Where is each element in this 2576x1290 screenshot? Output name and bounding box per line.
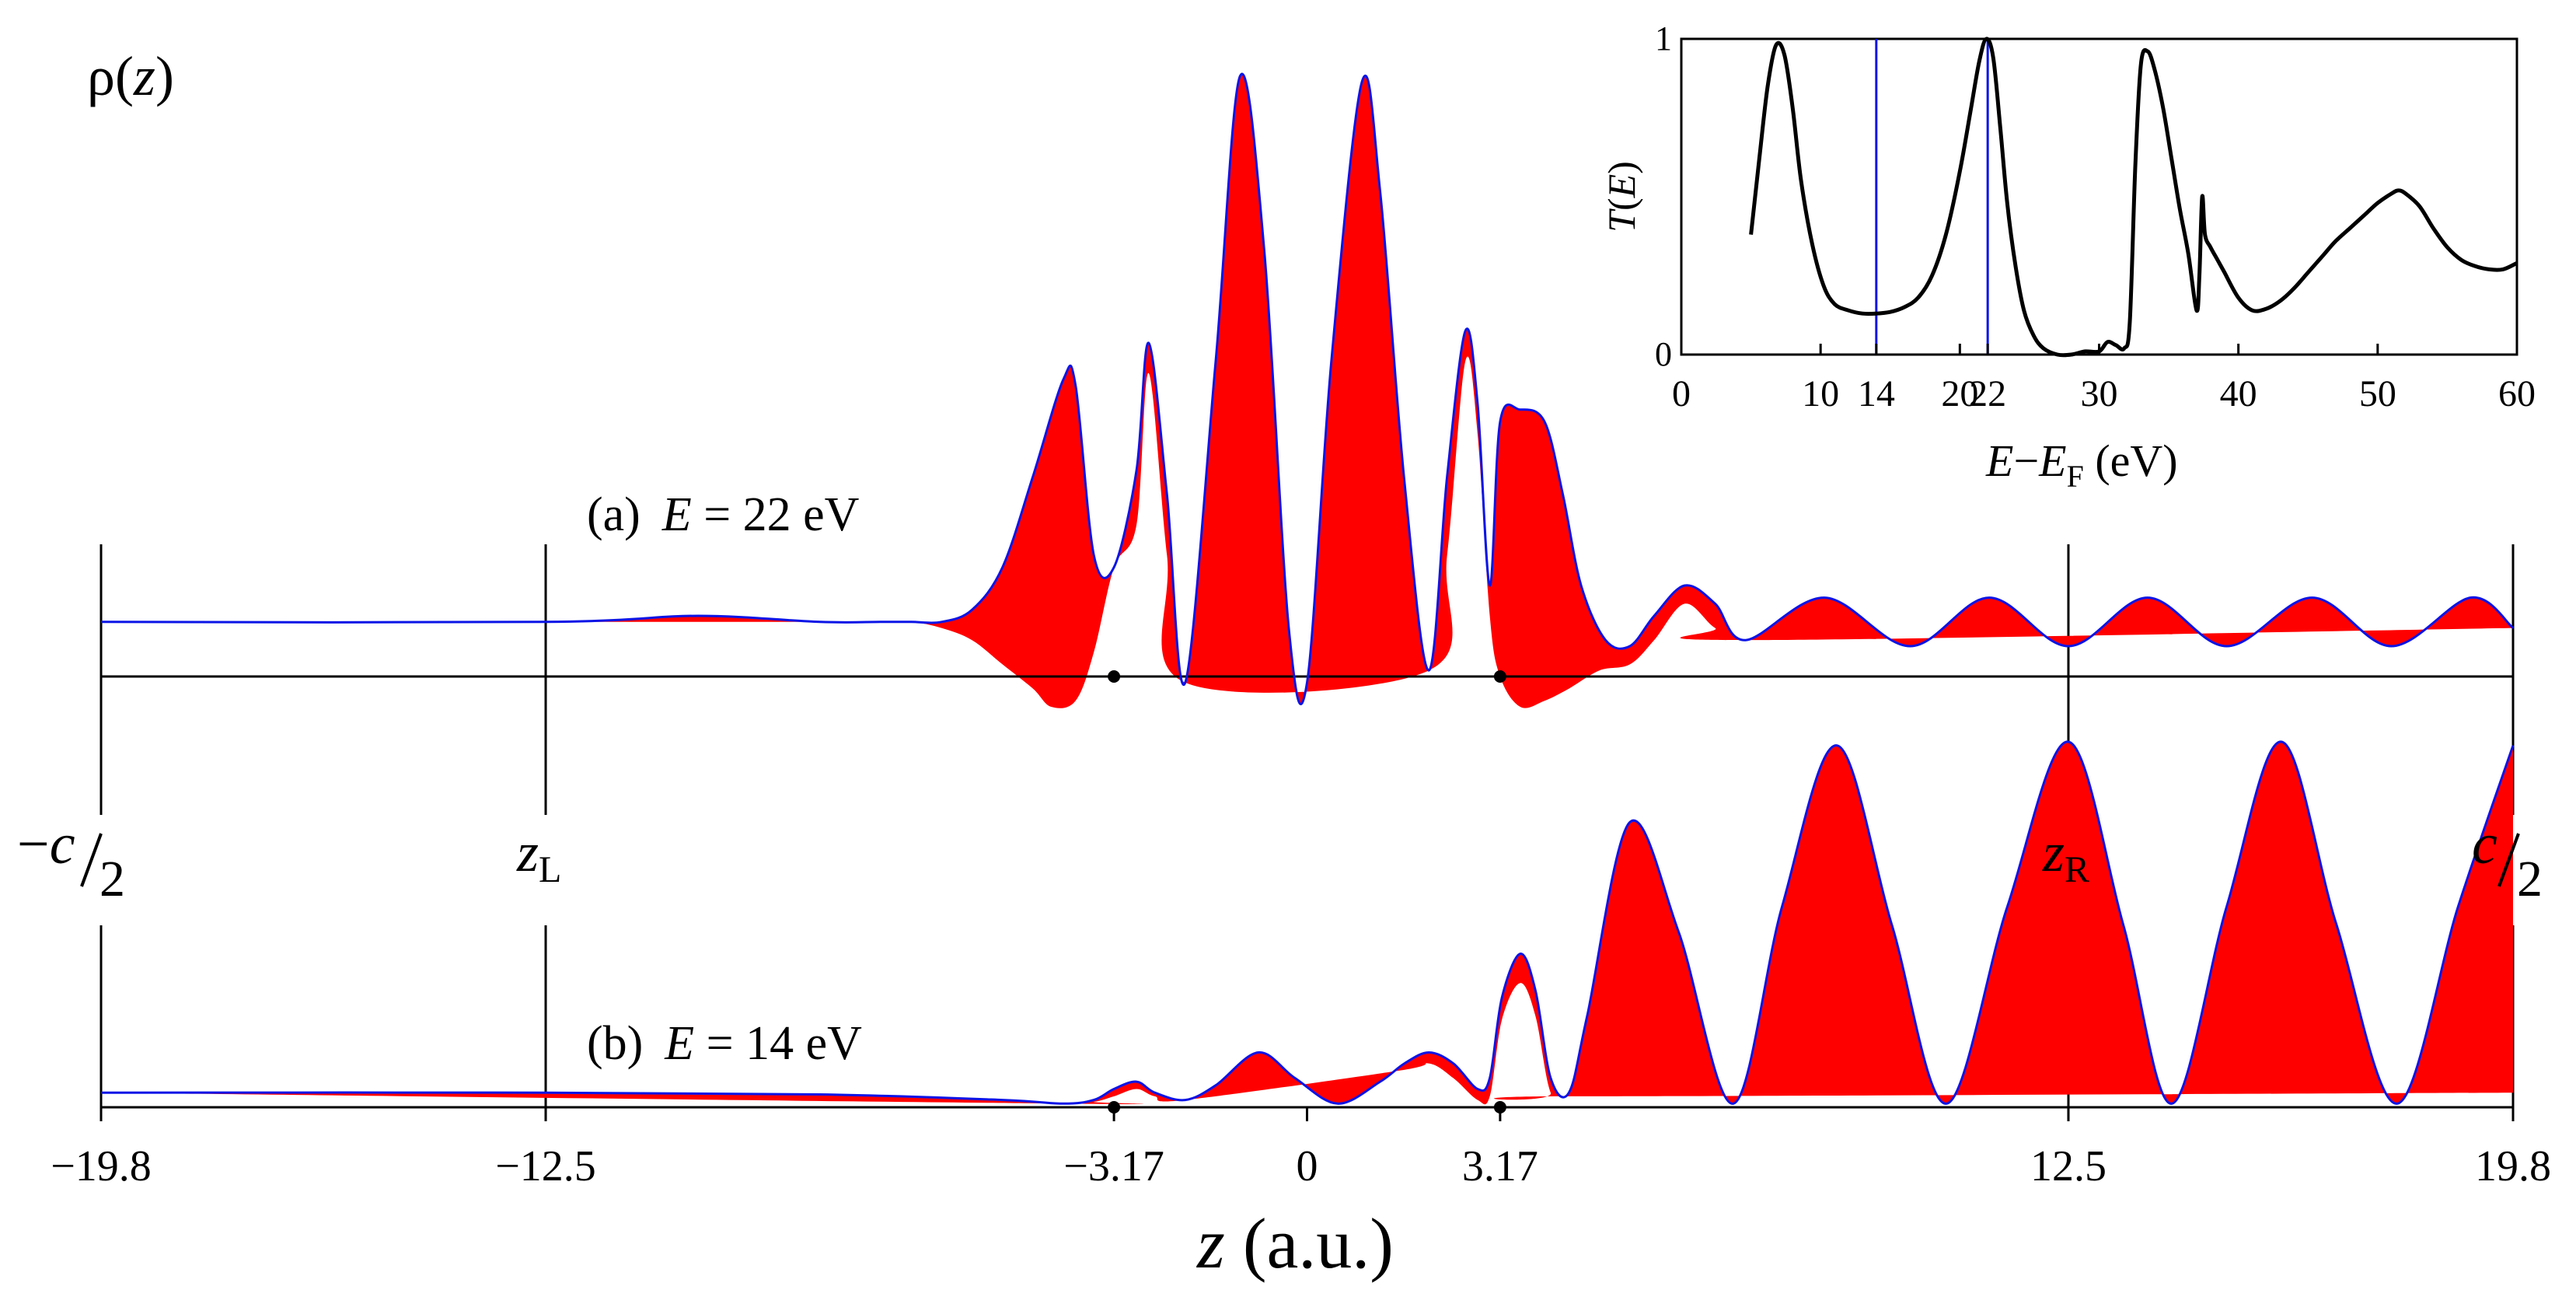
density-rho: ρ	[87, 45, 115, 107]
x-tick-label-2: −3.17	[1063, 1142, 1164, 1190]
inset-x-tick-label-0: 0	[1672, 373, 1691, 414]
inset-x-tick-label-2: 14	[1858, 373, 1895, 414]
inset-x-tick-label-3: 20	[1941, 373, 1978, 414]
x-tick-label-5: 12.5	[2030, 1142, 2107, 1190]
panel-a-value: = 22 eV	[692, 488, 860, 541]
inset-y-label: T(E)	[1600, 161, 1643, 232]
edge-label-right: c 2	[2472, 813, 2543, 907]
density-label: ρ(z)	[87, 45, 174, 107]
inset-y-close: )	[1600, 161, 1643, 174]
x-axis-label: z (a.u.)	[1196, 1204, 1394, 1283]
x-tick-label-4: 3.17	[1462, 1142, 1538, 1190]
panel-a-atom-dot-left	[1108, 670, 1121, 683]
x-axis-unit: (a.u.)	[1225, 1204, 1394, 1283]
inset-x-tick-label-7: 50	[2359, 373, 2396, 414]
edge-right-denominator: 2	[2517, 851, 2543, 907]
x-tick-label-3: 0	[1297, 1142, 1318, 1190]
edge-left-sign: −	[17, 813, 50, 876]
edge-right-slash	[2497, 833, 2520, 887]
edge-left-numerator: −c	[17, 813, 75, 876]
inset-y-T: T	[1600, 208, 1643, 232]
inset-y-tick-label-1: 1	[1655, 19, 1672, 58]
inset-x-label: E−EF (eV)	[1985, 435, 2178, 494]
inset-x-tick-label-4: 22	[1969, 373, 2006, 414]
edge-left-c: c	[50, 813, 75, 876]
edge-right-c: c	[2472, 813, 2497, 876]
x-axis-var: z	[1196, 1204, 1225, 1283]
zr-label: zR	[2042, 821, 2089, 890]
inset-te-curve	[1749, 37, 2518, 358]
zl-sub: L	[539, 849, 561, 890]
inset-x-tick-label-6: 40	[2220, 373, 2257, 414]
x-tick-label-0: −19.8	[51, 1142, 152, 1190]
panel-a-var: E	[661, 488, 692, 541]
panel-b-tag: (b)	[587, 1017, 643, 1070]
panel-b-blue-curve	[100, 740, 2515, 1105]
density-var: z	[133, 45, 155, 107]
inset-x-EF: E	[2038, 435, 2066, 486]
edge-label-left: −c 2	[17, 813, 125, 907]
panel-b-label: (b) E = 14 eV	[587, 1017, 862, 1070]
panel-b-red-fill	[101, 741, 2513, 1105]
zr-sub: R	[2065, 849, 2089, 890]
inset-x-unit: (eV)	[2084, 435, 2178, 486]
zl-label: zL	[516, 821, 561, 890]
inset-y-E: E	[1600, 174, 1643, 199]
panel-a-atom-dot-right	[1493, 670, 1506, 683]
inset-x-tick-label-8: 60	[2498, 373, 2536, 414]
density-close-paren: )	[155, 45, 174, 107]
inset-x-E: E	[1985, 435, 2013, 486]
edge-left-denominator: 2	[99, 851, 125, 907]
panel-a: (a) E = 22 eV	[100, 72, 2514, 708]
inset-x-tick-label-5: 30	[2081, 373, 2118, 414]
inset-x-minus: −	[2013, 435, 2039, 486]
inset-energy-markers	[1875, 39, 1989, 355]
edge-left-slash	[80, 833, 103, 887]
inset-y-open: (	[1600, 198, 1643, 211]
panel-a-label: (a) E = 22 eV	[587, 488, 860, 541]
panel-b-value: = 14 eV	[694, 1017, 862, 1070]
panel-a-tag: (a)	[587, 488, 641, 541]
inset-x-tick-label-1: 10	[1802, 373, 1839, 414]
inset-x-F-sub: F	[2067, 459, 2084, 494]
density-open-paren: (	[115, 45, 134, 107]
panel-b-var: E	[664, 1017, 694, 1070]
x-tick-label-1: −12.5	[495, 1142, 596, 1190]
zr-base: z	[2042, 821, 2065, 883]
x-axis-ticks: −19.8 −12.5 −3.17 0 3.17 12.5 19.8	[51, 1107, 2551, 1190]
x-tick-label-6: 19.8	[2475, 1142, 2551, 1190]
panel-b: (b) E = 14 eV	[100, 740, 2515, 1113]
inset-frame	[1680, 37, 2518, 356]
panel-a-blue-curve	[100, 72, 2514, 705]
inset-y-tick-label-0: 0	[1655, 335, 1672, 373]
zl-base: z	[516, 821, 539, 883]
